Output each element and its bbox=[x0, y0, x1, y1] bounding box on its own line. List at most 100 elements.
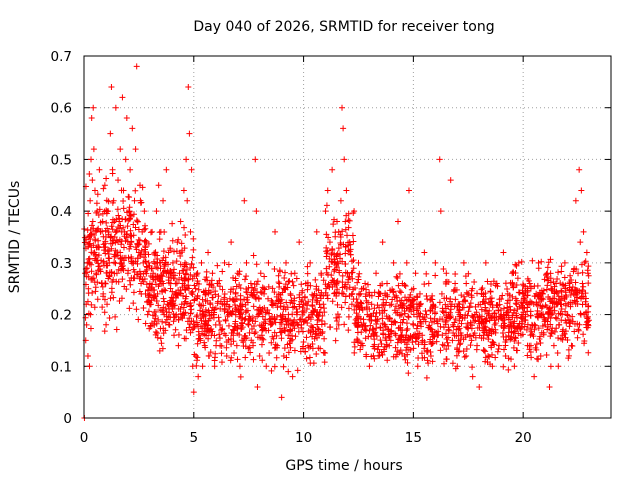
data-point bbox=[391, 318, 398, 325]
data-point bbox=[356, 270, 363, 277]
data-point bbox=[314, 297, 321, 304]
data-point bbox=[533, 299, 540, 306]
data-point bbox=[524, 352, 531, 359]
data-point bbox=[449, 337, 456, 344]
data-point bbox=[561, 330, 568, 337]
data-point bbox=[278, 394, 285, 401]
data-point bbox=[187, 303, 194, 310]
data-point bbox=[259, 335, 266, 342]
data-point bbox=[94, 296, 101, 303]
data-point bbox=[130, 289, 137, 296]
data-point bbox=[479, 315, 486, 322]
data-point bbox=[464, 320, 471, 327]
data-point bbox=[133, 306, 140, 313]
data-point bbox=[120, 257, 127, 264]
data-point bbox=[122, 156, 129, 163]
data-point bbox=[441, 295, 448, 302]
data-point bbox=[511, 338, 518, 345]
data-point bbox=[414, 335, 421, 342]
data-point bbox=[404, 359, 411, 366]
data-point bbox=[501, 322, 508, 329]
data-point bbox=[99, 304, 106, 311]
data-point bbox=[547, 363, 554, 370]
data-point bbox=[172, 313, 179, 320]
data-point bbox=[454, 323, 461, 330]
data-point bbox=[190, 318, 197, 325]
data-point bbox=[380, 346, 387, 353]
data-point bbox=[194, 270, 201, 277]
data-point bbox=[475, 301, 482, 308]
data-point bbox=[575, 326, 582, 333]
data-point bbox=[287, 337, 294, 344]
data-point bbox=[366, 306, 373, 313]
data-point bbox=[395, 305, 402, 312]
data-point bbox=[363, 286, 370, 293]
data-point bbox=[198, 317, 205, 324]
data-point bbox=[85, 243, 92, 250]
data-point bbox=[537, 339, 544, 346]
data-point bbox=[379, 351, 386, 358]
data-point bbox=[522, 297, 529, 304]
data-point bbox=[485, 299, 492, 306]
data-point bbox=[285, 368, 292, 375]
data-point bbox=[118, 228, 125, 235]
data-point bbox=[175, 331, 182, 338]
data-point bbox=[410, 320, 417, 327]
data-point bbox=[457, 336, 464, 343]
data-point bbox=[321, 335, 328, 342]
data-point bbox=[277, 312, 284, 319]
data-point bbox=[585, 280, 592, 287]
data-point bbox=[443, 346, 450, 353]
data-point bbox=[525, 301, 532, 308]
data-point bbox=[157, 335, 164, 342]
data-point bbox=[421, 345, 428, 352]
data-point bbox=[335, 321, 342, 328]
data-point bbox=[132, 187, 139, 194]
data-point bbox=[504, 286, 511, 293]
data-point bbox=[186, 324, 193, 331]
data-point bbox=[182, 335, 189, 342]
data-point bbox=[303, 334, 310, 341]
data-point bbox=[130, 232, 137, 239]
data-point bbox=[455, 300, 462, 307]
data-point bbox=[169, 298, 176, 305]
data-point bbox=[291, 270, 298, 277]
data-point bbox=[180, 304, 187, 311]
data-points bbox=[81, 63, 592, 421]
data-point bbox=[330, 221, 337, 228]
data-point bbox=[555, 269, 562, 276]
data-point bbox=[199, 311, 206, 318]
data-point bbox=[353, 303, 360, 310]
data-point bbox=[188, 302, 195, 309]
data-point bbox=[110, 237, 117, 244]
data-point bbox=[194, 292, 201, 299]
data-point bbox=[351, 339, 358, 346]
data-point bbox=[284, 304, 291, 311]
data-point bbox=[553, 288, 560, 295]
data-point bbox=[256, 352, 263, 359]
data-point bbox=[320, 277, 327, 284]
data-point bbox=[323, 253, 330, 260]
data-point bbox=[199, 363, 206, 370]
data-point bbox=[101, 247, 108, 254]
data-point bbox=[418, 350, 425, 357]
data-point bbox=[482, 318, 489, 325]
data-point bbox=[100, 233, 107, 240]
data-point bbox=[302, 348, 309, 355]
data-point bbox=[169, 306, 176, 313]
data-point bbox=[382, 335, 389, 342]
data-point bbox=[217, 305, 224, 312]
data-point bbox=[161, 298, 168, 305]
data-point bbox=[492, 354, 499, 361]
data-point bbox=[309, 301, 316, 308]
data-point bbox=[468, 294, 475, 301]
data-point bbox=[315, 326, 322, 333]
data-point bbox=[425, 360, 432, 367]
data-point bbox=[271, 289, 278, 296]
data-point bbox=[171, 266, 178, 273]
data-point bbox=[427, 296, 434, 303]
data-point bbox=[99, 283, 106, 290]
data-point bbox=[223, 344, 230, 351]
data-point bbox=[98, 280, 105, 287]
data-point bbox=[542, 317, 549, 324]
